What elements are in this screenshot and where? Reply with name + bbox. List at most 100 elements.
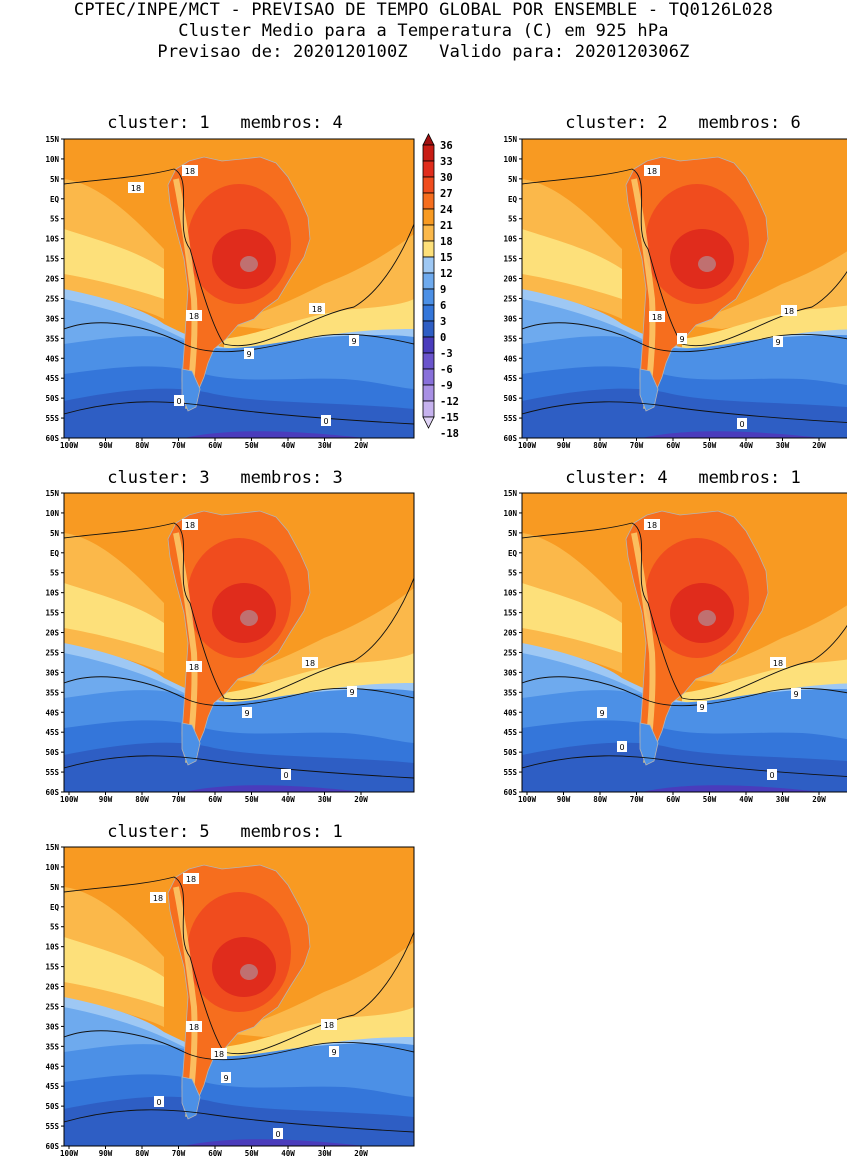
legend-swatch <box>422 176 435 194</box>
lat-tick-label: 5S <box>508 215 518 224</box>
color-legend: 36 33 30 27 24 21 18 15 12 9 6 3 0 -3 -6 -9 -12 -15 -18 <box>420 133 470 449</box>
lon-tick-label: 60W <box>208 795 222 804</box>
lon-tick-label: 50W <box>245 795 259 804</box>
contour-label: 0 <box>739 420 744 429</box>
lon-tick-label: 20W <box>812 441 826 450</box>
contour-label: 9 <box>331 1048 336 1057</box>
lat-tick-label: 55S <box>45 1122 59 1131</box>
panel-title-5: cluster: 5 membros: 1 <box>107 822 343 842</box>
lon-tick-label: 30W <box>318 795 332 804</box>
lon-tick-label: 80W <box>593 441 607 450</box>
lat-tick-label: 15S <box>503 255 517 264</box>
contour-label-box <box>273 1128 283 1139</box>
legend-swatch <box>422 368 435 386</box>
contour-label: 18 <box>773 659 783 668</box>
contour-label: 18 <box>189 663 199 672</box>
lon-tick-label: 80W <box>135 1149 149 1158</box>
contour-label-box <box>221 1072 231 1083</box>
lat-tick-label: 45S <box>503 374 517 383</box>
legend-swatch <box>422 400 435 418</box>
legend-label: -15 <box>440 412 459 424</box>
legend-swatch <box>422 336 435 354</box>
lat-tick-label: 5S <box>50 215 60 224</box>
legend-label: -3 <box>440 348 453 360</box>
contour-label: 0 <box>275 1130 280 1139</box>
lon-tick-label: 20W <box>354 795 368 804</box>
map-frame <box>63 492 415 793</box>
legend-arrow-bottom <box>422 416 435 429</box>
lat-tick-label: EQ <box>50 195 60 204</box>
legend-swatch <box>422 208 435 226</box>
lat-tick-label: 10N <box>503 509 517 518</box>
field-0-3 <box>522 742 847 792</box>
legend-label: -9 <box>440 380 453 392</box>
lon-tick-label: 90W <box>557 441 571 450</box>
contour-label-box <box>349 335 359 346</box>
figure-title-line-3: Previsao de: 2020120100Z Valido para: 20… <box>157 42 690 62</box>
contour-label-box <box>649 311 665 322</box>
lat-tick-label: 5S <box>50 923 60 932</box>
isotherm-0 <box>64 1109 414 1133</box>
legend-label: 33 <box>440 156 453 168</box>
lat-tick-label: 35S <box>503 688 517 697</box>
lon-tick-label: 40W <box>281 1149 295 1158</box>
lon-tick-label: 80W <box>135 795 149 804</box>
legend-swatch <box>422 272 435 290</box>
contour-label-box <box>309 303 325 314</box>
lat-tick-label: 40S <box>45 708 59 717</box>
lat-tick-label: 60S <box>45 1142 59 1151</box>
lat-tick-label: 60S <box>45 788 59 797</box>
lon-tick-label: 60W <box>666 441 680 450</box>
contour-label-box <box>174 395 184 406</box>
contour-label: 0 <box>619 743 624 752</box>
lat-tick-label: 10S <box>45 943 59 952</box>
lat-tick-label: 10S <box>45 235 59 244</box>
lat-tick-label: 30S <box>503 314 517 323</box>
lat-tick-label: 5N <box>50 175 60 184</box>
contour-label: 18 <box>784 307 794 316</box>
lat-tick-label: 5N <box>508 529 518 538</box>
map-frame <box>521 138 847 439</box>
contour-label: 18 <box>185 167 195 176</box>
lat-tick-label: 40S <box>45 1062 59 1071</box>
lon-tick-label: 70W <box>172 441 186 450</box>
field-0-3 <box>64 742 414 792</box>
isotherm-0 <box>522 755 847 778</box>
lon-tick-label: 90W <box>99 441 113 450</box>
lat-tick-label: 5S <box>50 569 60 578</box>
isotherm-0 <box>64 401 414 425</box>
legend-swatch <box>422 224 435 242</box>
contour-label: 9 <box>246 350 251 359</box>
lat-tick-label: 5S <box>508 569 518 578</box>
contour-label: 0 <box>283 771 288 780</box>
lon-tick-label: 50W <box>703 795 717 804</box>
lat-tick-label: 15S <box>503 609 517 618</box>
lat-tick-label: 40S <box>503 708 517 717</box>
lon-tick-label: 100W <box>60 441 79 450</box>
legend-label: 36 <box>440 140 453 152</box>
contour-label-box <box>154 1096 164 1107</box>
legend-label: 27 <box>440 188 453 200</box>
lat-tick-label: 25S <box>45 294 59 303</box>
contour-label-box <box>347 686 357 697</box>
contour-label: 9 <box>775 338 780 347</box>
lat-tick-label: 20S <box>45 983 59 992</box>
lat-tick-label: 45S <box>503 728 517 737</box>
lon-tick-label: 90W <box>99 795 113 804</box>
lat-tick-label: 25S <box>503 294 517 303</box>
lon-tick-label: 20W <box>812 795 826 804</box>
lat-tick-label: 50S <box>503 748 517 757</box>
lat-tick-label: 30S <box>45 668 59 677</box>
contour-label: 9 <box>223 1074 228 1083</box>
contour-label: 18 <box>189 1023 199 1032</box>
contour-label: 9 <box>244 709 249 718</box>
lat-tick-label: 10S <box>503 589 517 598</box>
lat-tick-label: 20S <box>45 629 59 638</box>
map-panel-2: 15N 10N 5N EQ 5S 10S 15S 20S 25S 30S 35S 40S 45S 50S 5… <box>494 135 847 450</box>
lon-tick-label: 40W <box>281 441 295 450</box>
lat-tick-label: 10S <box>45 589 59 598</box>
contour-label: 0 <box>176 397 181 406</box>
lon-tick-label: 30W <box>318 441 332 450</box>
contour-label-box <box>697 701 707 712</box>
lat-tick-label: 45S <box>45 374 59 383</box>
